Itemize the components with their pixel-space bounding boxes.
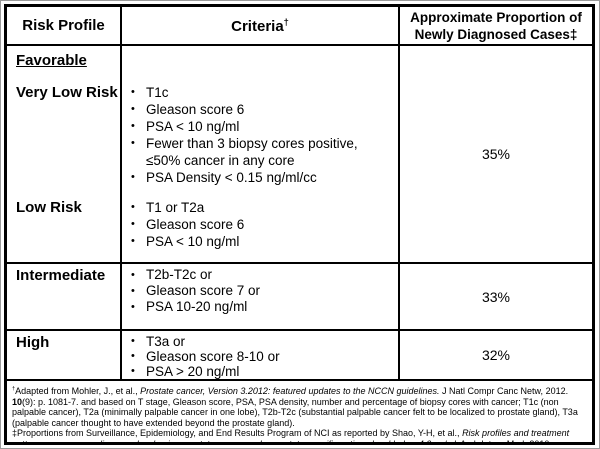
bullet-icon: • xyxy=(131,86,135,98)
intermediate-label: Intermediate xyxy=(7,264,122,329)
high-label: High xyxy=(7,331,122,379)
criteria-bullet-item: • PSA Density < 0.15 ng/ml/cc xyxy=(122,169,398,186)
criteria-bullet-item: • T1 or T2a xyxy=(122,199,398,216)
criteria-bullet-text: Gleason score 7 or xyxy=(146,283,261,298)
footnote-text-segment: J Natl Compr Canc Netw, 2012. xyxy=(439,386,569,396)
table-row-favorable: Favorable Very Low Risk Low Risk • T1c • Gl… xyxy=(7,46,592,264)
criteria-bullet-text: T3a or xyxy=(146,334,186,349)
very-low-risk-label: Very Low Risk xyxy=(7,84,122,199)
footnote-text-segment: Adapted from Mohler, J., et al., xyxy=(15,386,141,396)
bullet-icon: • xyxy=(131,103,135,115)
header-criteria: Criteria† xyxy=(122,7,400,44)
criteria-bullet-text: PSA > 20 ng/ml xyxy=(146,364,240,379)
bullet-icon: • xyxy=(131,137,135,149)
bullet-icon: • xyxy=(131,218,135,230)
favorable-section-label: Favorable xyxy=(16,52,87,69)
low-risk-criteria-list: • T1 or T2a • Gleason score 6 • PSA < 10 ng/m… xyxy=(122,199,400,262)
bullet-icon: • xyxy=(131,201,135,213)
favorable-section-cell: Favorable xyxy=(7,46,122,84)
header-risk-profile-label: Risk Profile xyxy=(22,17,105,34)
footnote-text-segment: Risk profiles and treatment patterns amo… xyxy=(12,428,570,442)
criteria-bullet-item: • Gleason score 8-10 or xyxy=(122,349,398,364)
footnote-text-segment: Arch Intern Med, 2010. xyxy=(458,439,552,442)
footnote-section: †Adapted from Mohler, J., et al., Prosta… xyxy=(7,381,592,442)
criteria-bullet-text: T1 or T2a xyxy=(146,200,205,215)
criteria-bullet-text: Gleason score 6 xyxy=(146,217,245,232)
header-risk-profile: Risk Profile xyxy=(7,7,122,44)
dagger-symbol: † xyxy=(283,16,289,27)
footnote-text-segment: † xyxy=(12,386,16,392)
criteria-bullet-item: • Gleason score 6 xyxy=(122,101,398,118)
bullet-icon: • xyxy=(131,301,135,313)
bullet-icon: • xyxy=(131,350,135,362)
criteria-bullet-item: • Fewer than 3 biopsy cores positive, ≤50… xyxy=(122,135,398,169)
favorable-proportion-value: 35% xyxy=(481,146,511,162)
bullet-icon: • xyxy=(131,285,135,297)
table-row-intermediate: Intermediate • T2b-T2c or • Gleason score 7… xyxy=(7,264,592,331)
intermediate-criteria-list: • T2b-T2c or • Gleason score 7 or • PSA 10-20… xyxy=(122,264,400,329)
very-low-risk-criteria-list: • T1c • Gleason score 6 • PSA < 10 ng/ml • Fewe… xyxy=(122,84,400,199)
header-proportion: Approximate Proportion of Newly Diagnose… xyxy=(400,7,592,44)
criteria-bullet-text: PSA 10-20 ng/ml xyxy=(146,299,248,314)
criteria-bullet-text: PSA < 10 ng/ml xyxy=(146,234,240,249)
favorable-criteria-spacer xyxy=(122,46,400,84)
criteria-bullet-text: T2b-T2c or xyxy=(146,267,213,282)
criteria-bullet-item: • PSA 10-20 ng/ml xyxy=(122,299,398,315)
high-criteria-list: • T3a or • Gleason score 8-10 or • PSA > 20 n… xyxy=(122,331,400,379)
criteria-bullet-item: • Gleason score 7 or xyxy=(122,283,398,299)
bullet-icon: • xyxy=(131,365,135,377)
criteria-bullet-item: • PSA > 20 ng/ml xyxy=(122,364,398,379)
footnote-text-segment: Prostate cancer, Version 3.2012: feature… xyxy=(140,386,440,396)
header-criteria-label: Criteria† xyxy=(231,16,289,35)
bullet-icon: • xyxy=(131,235,135,247)
table-header-row: Risk Profile Criteria† Approximate Propo… xyxy=(7,7,592,46)
criteria-bullet-text: Gleason score 6 xyxy=(146,102,245,117)
criteria-bullet-item: • T3a or xyxy=(122,334,398,349)
footnote-text-segment: 10 xyxy=(12,396,23,407)
risk-profile-table: Risk Profile Criteria† Approximate Propo… xyxy=(4,4,595,445)
high-proportion-value: 32% xyxy=(481,347,511,363)
criteria-bullet-text: Gleason score 8-10 or xyxy=(146,349,280,364)
footnote-adapted-citation: †Adapted from Mohler, J., et al., Prosta… xyxy=(12,384,586,428)
header-proportion-line2: Newly Diagnosed Cases‡ xyxy=(414,26,578,42)
bullet-icon: • xyxy=(131,120,135,132)
low-risk-label: Low Risk xyxy=(7,199,122,262)
criteria-bullet-item: • Gleason score 6 xyxy=(122,216,398,233)
footnote-text-segment: (9): p. 1081-7. and based on T stage, Gl… xyxy=(12,396,578,428)
footnote-text-segment: ‡Proportions from Surveillance, Epidemio… xyxy=(12,428,463,439)
criteria-bullet-text: PSA < 10 ng/ml xyxy=(146,119,240,134)
bullet-icon: • xyxy=(131,269,135,281)
header-proportion-line1: Approximate Proportion of xyxy=(410,9,582,25)
criteria-bullet-item: • T1c xyxy=(122,84,398,101)
table-row-high: High • T3a or • Gleason score 8-10 or • PSA >… xyxy=(7,331,592,381)
criteria-bullet-text: T1c xyxy=(146,85,169,100)
criteria-bullet-item: • T2b-T2c or xyxy=(122,267,398,283)
intermediate-proportion-value: 33% xyxy=(481,288,511,305)
footnote-proportions-citation: ‡Proportions from Surveillance, Epidemio… xyxy=(12,428,586,442)
bullet-icon: • xyxy=(131,335,135,347)
criteria-bullet-item: • PSA < 10 ng/ml xyxy=(122,118,398,135)
bullet-icon: • xyxy=(131,171,135,183)
criteria-bullet-text: PSA Density < 0.15 ng/ml/cc xyxy=(146,170,317,185)
criteria-bullet-text: Fewer than 3 biopsy cores positive, ≤50%… xyxy=(146,136,358,168)
criteria-bullet-item: • PSA < 10 ng/ml xyxy=(122,233,398,250)
